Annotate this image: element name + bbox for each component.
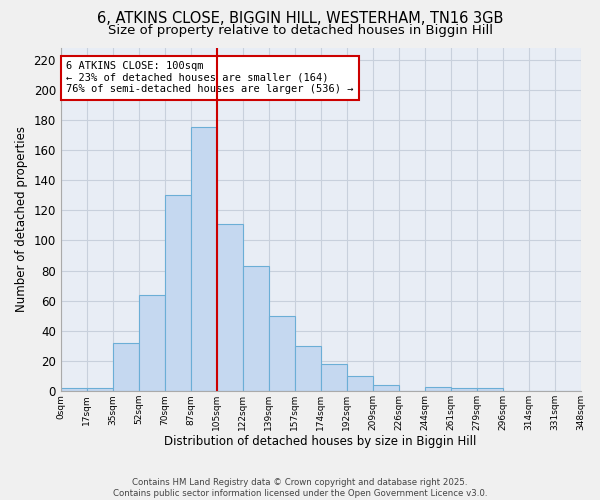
Text: Contains HM Land Registry data © Crown copyright and database right 2025.
Contai: Contains HM Land Registry data © Crown c… [113, 478, 487, 498]
Bar [191, 128, 217, 391]
Bar [295, 346, 320, 391]
Text: Size of property relative to detached houses in Biggin Hill: Size of property relative to detached ho… [107, 24, 493, 37]
X-axis label: Distribution of detached houses by size in Biggin Hill: Distribution of detached houses by size … [164, 434, 477, 448]
Bar [373, 385, 398, 391]
Y-axis label: Number of detached properties: Number of detached properties [15, 126, 28, 312]
Bar [425, 386, 451, 391]
Bar [476, 388, 503, 391]
Bar [113, 343, 139, 391]
Bar [139, 294, 165, 391]
Bar [87, 388, 113, 391]
Bar [217, 224, 242, 391]
Bar [269, 316, 295, 391]
Text: 6, ATKINS CLOSE, BIGGIN HILL, WESTERHAM, TN16 3GB: 6, ATKINS CLOSE, BIGGIN HILL, WESTERHAM,… [97, 11, 503, 26]
Bar [320, 364, 347, 391]
Bar [242, 266, 269, 391]
Text: 6 ATKINS CLOSE: 100sqm
← 23% of detached houses are smaller (164)
76% of semi-de: 6 ATKINS CLOSE: 100sqm ← 23% of detached… [66, 61, 353, 94]
Bar [61, 388, 87, 391]
Bar [451, 388, 476, 391]
Bar [165, 195, 191, 391]
Bar [347, 376, 373, 391]
